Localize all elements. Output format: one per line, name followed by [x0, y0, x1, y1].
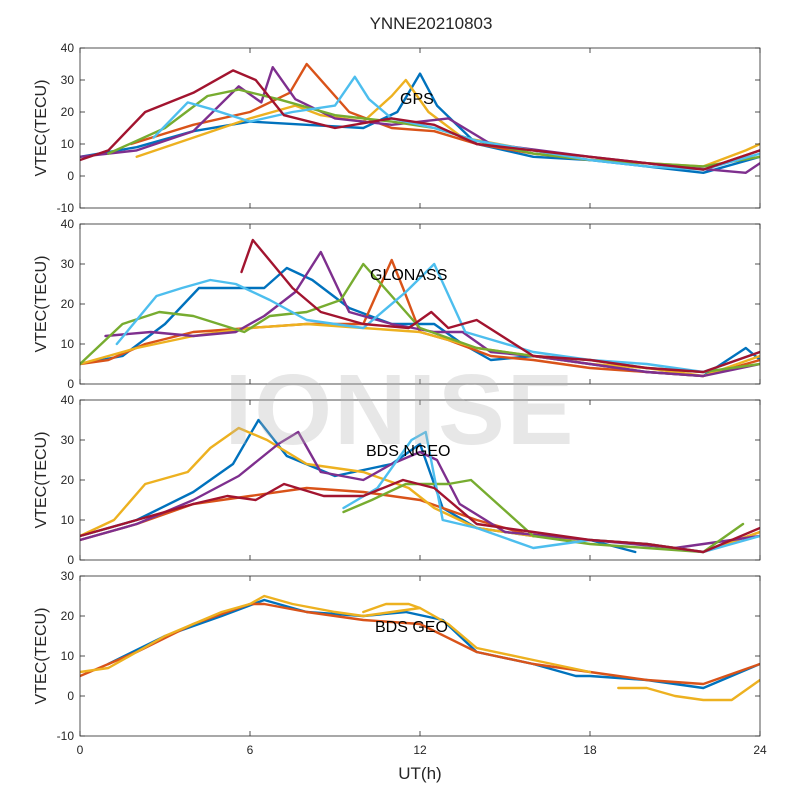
y-tick-label: 20 — [61, 297, 75, 311]
plot-area — [80, 576, 760, 736]
y-axis-label: VTEC(TECU) — [33, 432, 50, 529]
y-axis-label: VTEC(TECU) — [33, 608, 50, 705]
y-tick-label: 20 — [61, 105, 75, 119]
panel-annotation: GLONASS — [370, 267, 447, 284]
y-tick-label: 40 — [61, 41, 75, 55]
series-line-5 — [342, 478, 745, 554]
y-tick-label: 30 — [61, 73, 75, 87]
y-tick-label: 40 — [61, 393, 75, 407]
y-axis-label: VTEC(TECU) — [33, 256, 50, 353]
panel-annotation: BDS NGEO — [366, 443, 450, 460]
series-line-4 — [80, 430, 760, 550]
series-line-6 — [115, 262, 760, 374]
series-line-4 — [617, 678, 760, 702]
y-tick-label: 0 — [67, 689, 74, 703]
y-axis-label: VTEC(TECU) — [33, 80, 50, 177]
series-line-5 — [362, 602, 422, 614]
x-tick-label: 18 — [583, 743, 597, 757]
y-tick-label: 10 — [61, 649, 75, 663]
y-tick-label: 40 — [61, 217, 75, 231]
series-line-6 — [152, 75, 760, 171]
x-tick-label: 12 — [413, 743, 427, 757]
series-line-2 — [80, 258, 760, 378]
y-tick-label: 30 — [61, 433, 75, 447]
series-line-7 — [80, 478, 760, 554]
y-tick-label: 10 — [61, 137, 75, 151]
y-tick-label: 0 — [67, 169, 74, 183]
series-line-4 — [104, 250, 760, 378]
x-tick-label: 6 — [247, 743, 254, 757]
series-group — [80, 238, 760, 378]
y-tick-label: 0 — [67, 377, 74, 391]
series-group — [80, 62, 760, 175]
series-group — [80, 594, 760, 702]
y-tick-label: 10 — [61, 513, 75, 527]
series-group — [80, 418, 760, 554]
y-tick-label: -10 — [57, 201, 75, 215]
panel-1: -10 0 10 20 30 40 VTEC(TECU) GPS — [33, 41, 761, 215]
panel-annotation: GPS — [400, 91, 434, 108]
series-line-7 — [240, 238, 760, 374]
y-tick-label: 30 — [61, 257, 75, 271]
y-tick-label: 20 — [61, 473, 75, 487]
series-line-3 — [80, 594, 592, 674]
y-tick-label: 30 — [61, 569, 75, 583]
x-axis-label: UT(h) — [398, 764, 442, 783]
plot-area — [80, 224, 760, 384]
panel-2: 0 10 20 30 40 VTEC(TECU) GLONASS — [33, 217, 761, 391]
plot-area — [80, 400, 760, 560]
y-tick-label: 10 — [61, 337, 75, 351]
y-tick-label: 20 — [61, 609, 75, 623]
series-line-7 — [80, 69, 760, 171]
x-tick-label: 0 — [77, 743, 84, 757]
y-tick-label: -10 — [57, 729, 75, 743]
panel-annotation: BDS GEO — [375, 619, 448, 636]
x-tick-label: 24 — [753, 743, 767, 757]
y-tick-label: 0 — [67, 553, 74, 567]
panel-3: 0 10 20 30 40 VTEC(TECU) BDS NGEO — [33, 393, 761, 567]
figure-title: YNNE20210803 — [369, 14, 493, 33]
